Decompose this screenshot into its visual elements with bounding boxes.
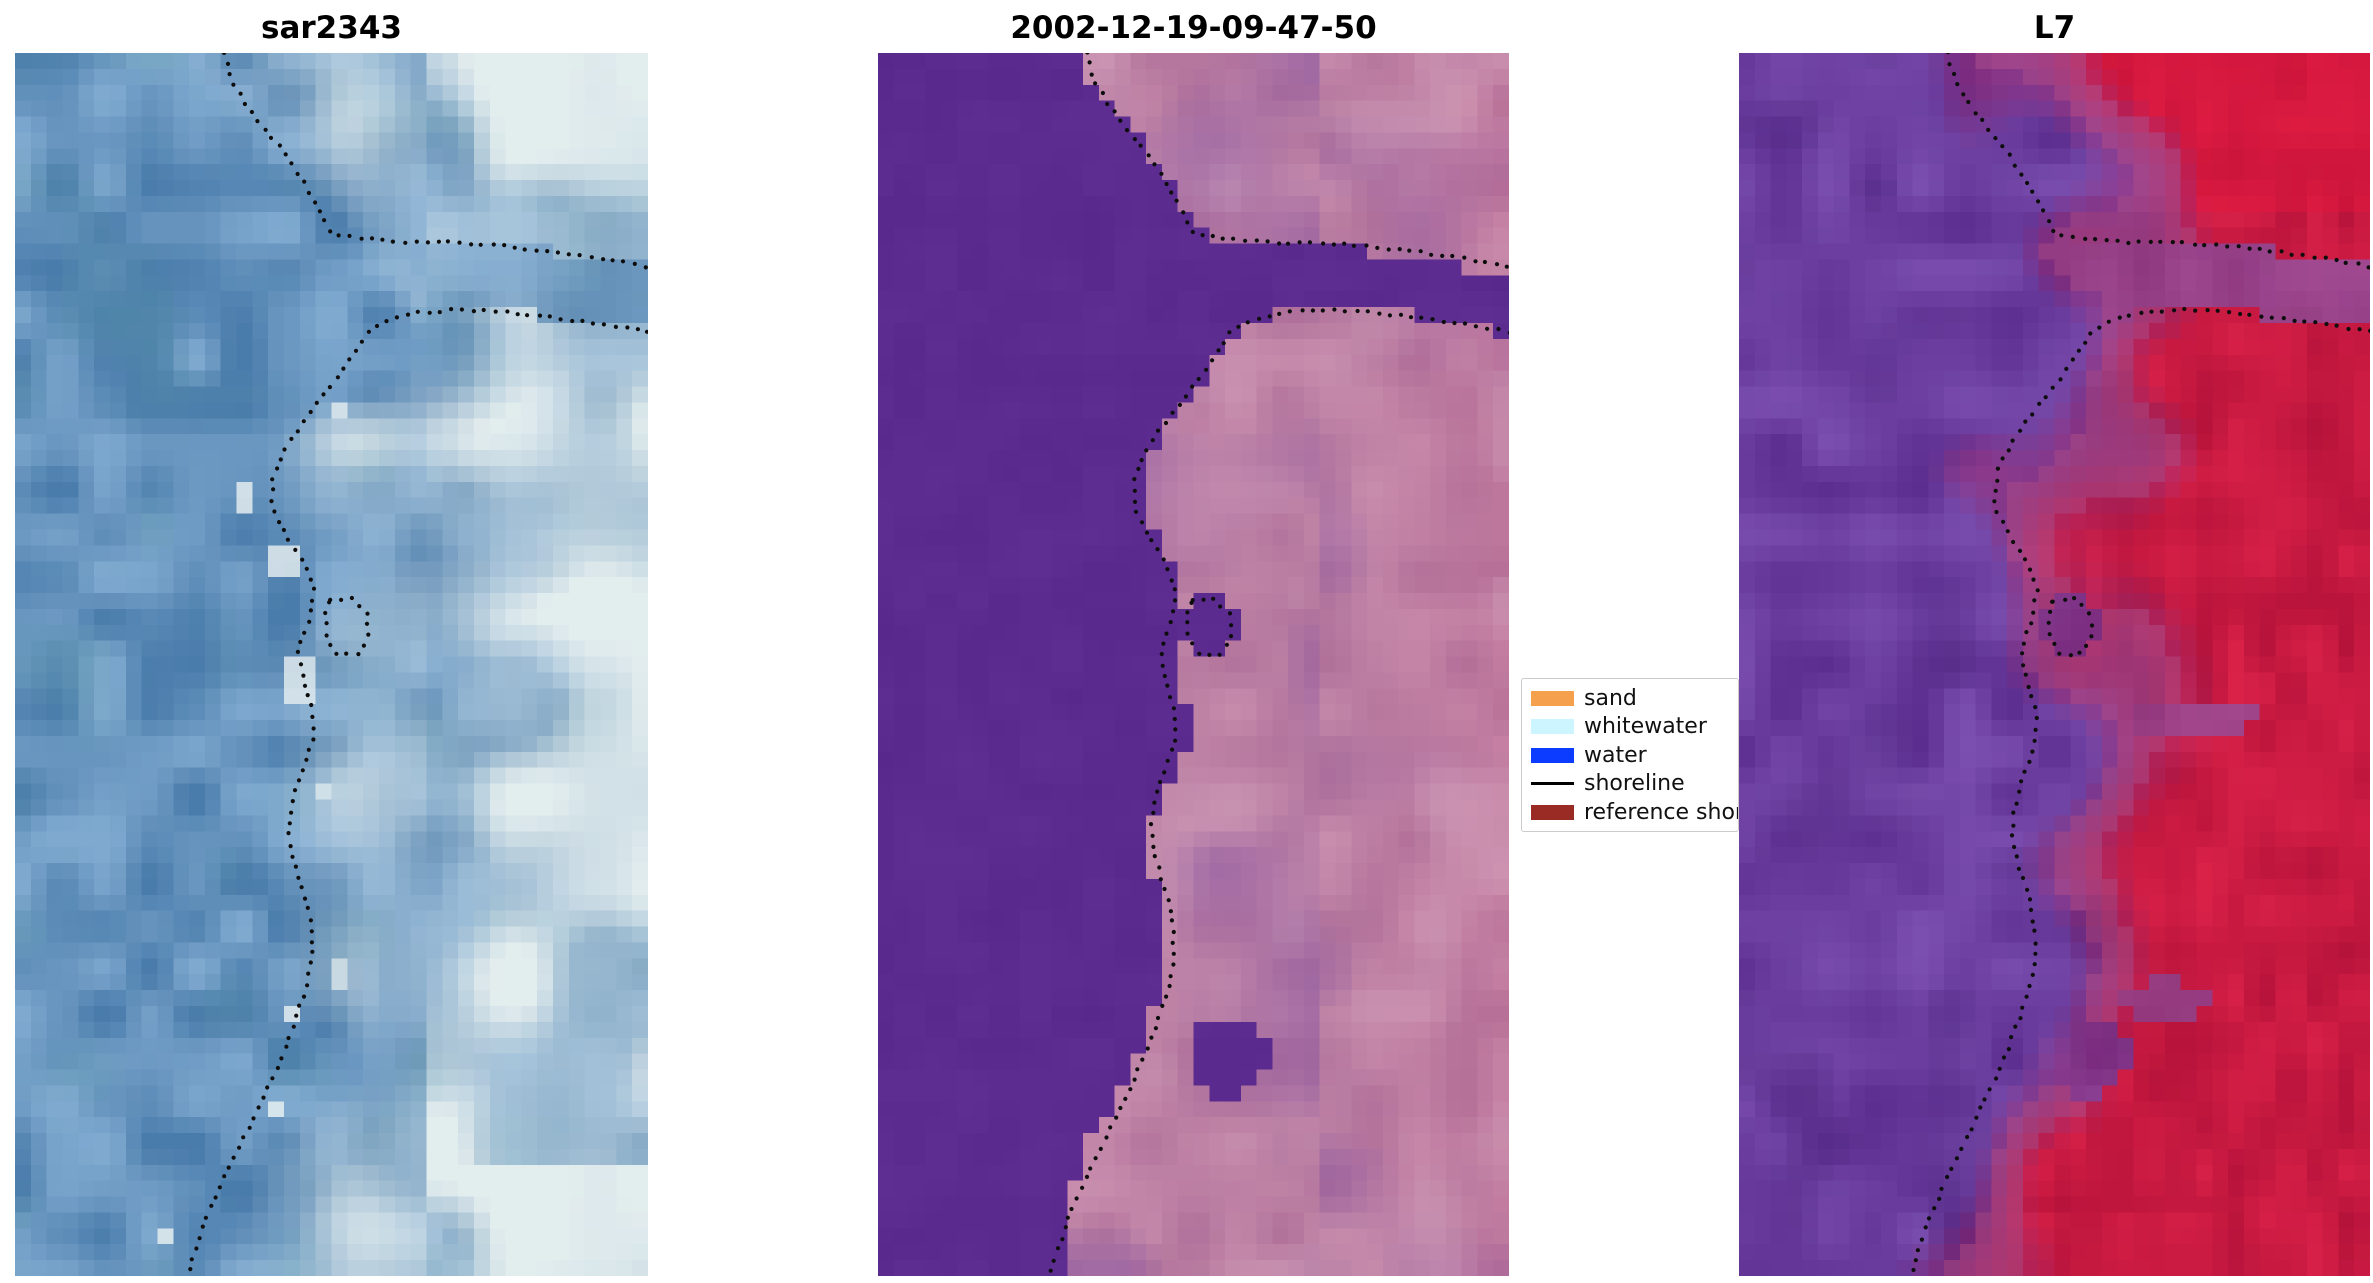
legend: sand whitewater water shoreline reference sh… [1521, 678, 1739, 832]
shoreline-dots-overlay [1048, 53, 1509, 1273]
shoreline-dots-overlay [188, 53, 648, 1272]
legend-color-swatch [1531, 804, 1574, 820]
classified-image-area [878, 53, 1509, 1276]
legend-label: whitewater [1584, 714, 1707, 740]
panel-sar2343: sar2343 [15, 8, 648, 1276]
panel-l7: L7 [1739, 8, 2370, 1276]
legend-item-whitewater: whitewater [1531, 713, 1738, 742]
sar-image-canvas [15, 53, 648, 1276]
legend-item-shoreline: shoreline [1531, 770, 1738, 799]
panel-title-date: 2002-12-19-09-47-50 [1010, 10, 1377, 46]
sar-image-area [15, 53, 648, 1276]
panel-title-sar2343: sar2343 [261, 10, 402, 46]
legend-item-reference-shoreline: reference shoreline [1531, 798, 1738, 827]
legend-label: reference shoreline [1584, 799, 1739, 825]
legend-color-swatch [1531, 747, 1574, 763]
legend-label: water [1584, 742, 1647, 768]
shoreline-dots-overlay [1911, 53, 2370, 1273]
legend-label: shoreline [1584, 771, 1685, 797]
panel-title-l7: L7 [2033, 10, 2076, 46]
legend-color-swatch [1531, 690, 1574, 706]
legend-color-swatch [1531, 719, 1574, 735]
legend-line-sample [1531, 782, 1574, 786]
l7-image-canvas [1739, 53, 2370, 1276]
legend-label: sand [1584, 685, 1637, 711]
legend-item-sand: sand [1531, 684, 1738, 713]
legend-item-water: water [1531, 741, 1738, 770]
panel-classified-image: 2002-12-19-09-47-50 [878, 8, 1509, 1276]
l7-image-area [1739, 53, 2370, 1276]
classified-image-canvas [878, 53, 1509, 1276]
